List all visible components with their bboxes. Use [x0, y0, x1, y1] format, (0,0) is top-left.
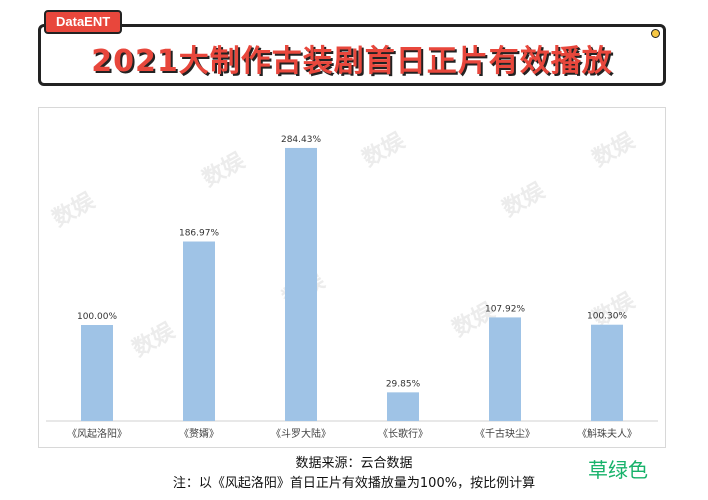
bar — [81, 325, 113, 421]
brand-watermark: 草绿色 — [588, 458, 648, 482]
x-tick-label: 《长歌行》 — [378, 427, 428, 440]
bar — [591, 324, 623, 421]
x-tick-label: 《斛珠夫人》 — [577, 427, 637, 440]
watermark-mark: 数娱 — [198, 147, 250, 192]
bar — [285, 147, 317, 421]
x-tick-label: 《风起洛阳》 — [67, 427, 127, 440]
bar — [183, 241, 215, 421]
data-label: 186.97% — [179, 229, 219, 239]
watermark-mark: 数娱 — [128, 317, 180, 362]
bar — [489, 317, 521, 421]
x-tick-label: 《赘婿》 — [179, 427, 219, 440]
bar — [387, 392, 419, 421]
page-title: 2021大制作古装剧首日正片有效播放 — [91, 44, 613, 79]
data-source: 数据来源：云合数据 — [295, 456, 413, 471]
brand-tag: DataENT — [44, 10, 123, 34]
footnote: 注：以《风起洛阳》首日正片有效播放量为100%，按比例计算 — [172, 476, 536, 491]
data-label: 100.30% — [587, 312, 627, 322]
title-frame — [38, 24, 666, 86]
watermark-mark: 数娱 — [48, 187, 100, 232]
watermark-mark: 数娱 — [588, 127, 640, 172]
data-label: 29.85% — [386, 379, 421, 389]
watermark-mark: 数娱 — [498, 177, 550, 222]
decor-dot-icon — [651, 29, 660, 38]
chart-frame — [38, 107, 666, 448]
watermark-mark: 数娱 — [358, 127, 410, 172]
bar-chart: 数娱数娱数娱数娱数娱数娱数娱数娱数娱100.00%《风起洛阳》186.97%《赘… — [46, 127, 658, 440]
data-label: 100.00% — [77, 312, 117, 322]
x-tick-label: 《千古玦尘》 — [475, 427, 535, 440]
data-label: 284.43% — [281, 135, 321, 145]
data-label: 107.92% — [485, 304, 525, 314]
x-tick-label: 《斗罗大陆》 — [271, 427, 331, 440]
